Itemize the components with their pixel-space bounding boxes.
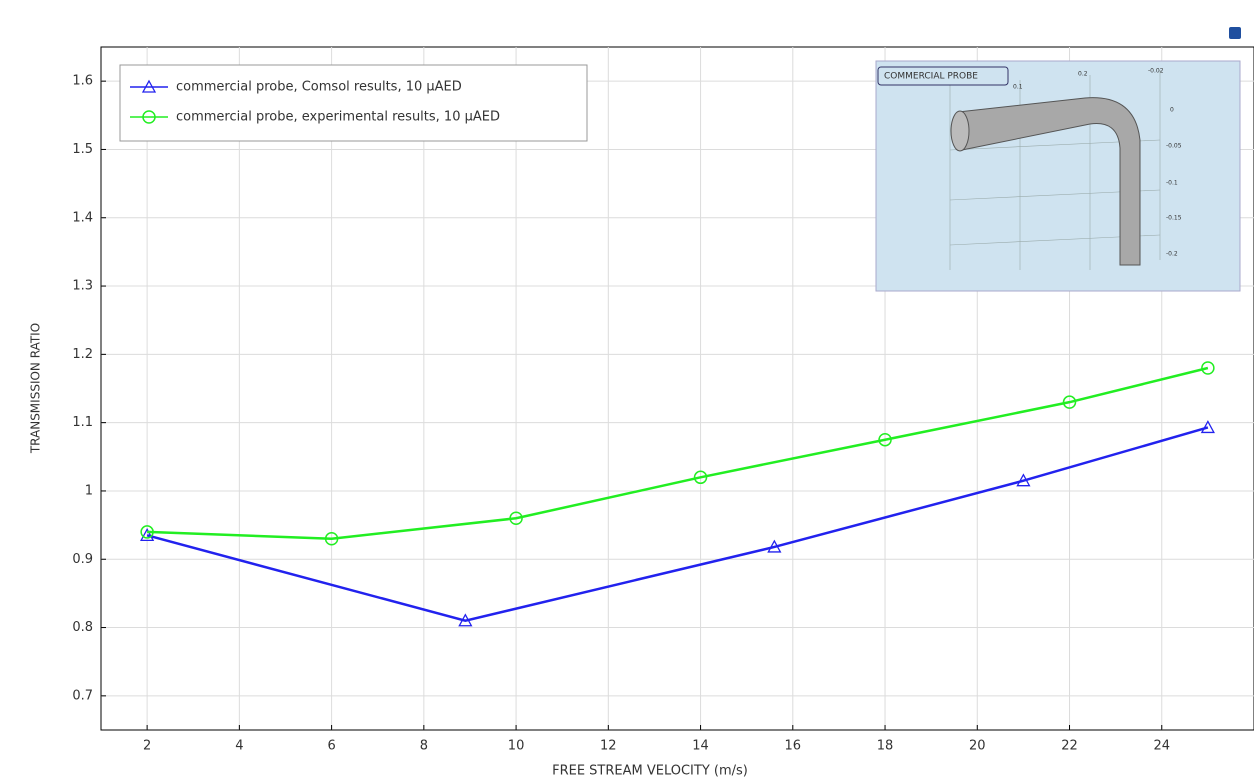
x-tick-label: 16 — [785, 739, 802, 754]
y-tick-label: 1.1 — [72, 415, 93, 430]
inset-tick-label: 0.2 — [1078, 71, 1088, 78]
y-tick-label: 1.5 — [72, 142, 93, 157]
inset-image: COMMERCIAL PROBE 0.1 0.2 -0.02 0 -0.05 -0.1 -0… — [876, 27, 1241, 291]
x-axis-label: FREE STREAM VELOCITY (m/s) — [552, 764, 748, 779]
inset-tick-label: -0.1 — [1166, 180, 1178, 187]
inset-tick-label: 0 — [1170, 107, 1174, 114]
probe-end — [951, 111, 969, 151]
inset-tick-label: 0.1 — [1013, 84, 1023, 91]
x-tick-label: 20 — [969, 739, 986, 754]
legend-box — [120, 65, 587, 141]
x-tick-label: 8 — [420, 739, 428, 754]
x-tick-label: 18 — [877, 739, 894, 754]
chart: 246810121416182022240.70.80.911.11.21.31… — [0, 0, 1254, 780]
y-tick-label: 1.3 — [72, 279, 93, 294]
y-tick-label: 1.6 — [72, 74, 93, 89]
inset-tick-label: -0.02 — [1148, 68, 1164, 75]
x-tick-label: 10 — [508, 739, 525, 754]
y-axis-label: TRANSMISSION RATIO — [29, 323, 43, 454]
legend-label: commercial probe, Comsol results, 10 µAE… — [176, 80, 462, 95]
x-tick-label: 24 — [1153, 739, 1170, 754]
x-tick-label: 6 — [327, 739, 335, 754]
inset-title: COMMERCIAL PROBE — [884, 72, 978, 82]
legend-label: commercial probe, experimental results, … — [176, 110, 500, 125]
window-icon[interactable] — [1229, 27, 1241, 39]
page: {"chart_data": {"type": "line", "xlabel"… — [0, 0, 1254, 780]
inset-tick-label: -0.05 — [1166, 143, 1182, 150]
x-tick-label: 22 — [1061, 739, 1078, 754]
x-tick-label: 12 — [600, 739, 617, 754]
inset-tick-label: -0.2 — [1166, 251, 1178, 258]
y-tick-label: 1 — [85, 483, 93, 498]
inset-tick-label: -0.15 — [1166, 215, 1182, 222]
legend: commercial probe, Comsol results, 10 µAE… — [120, 65, 587, 141]
y-tick-label: 0.9 — [72, 552, 93, 567]
x-tick-label: 4 — [235, 739, 243, 754]
x-tick-label: 14 — [692, 739, 709, 754]
y-tick-label: 0.8 — [72, 620, 93, 635]
y-tick-label: 0.7 — [72, 688, 93, 703]
x-tick-label: 2 — [143, 739, 151, 754]
y-tick-label: 1.4 — [72, 210, 93, 225]
inset-background — [876, 61, 1240, 291]
y-tick-label: 1.2 — [72, 347, 93, 362]
